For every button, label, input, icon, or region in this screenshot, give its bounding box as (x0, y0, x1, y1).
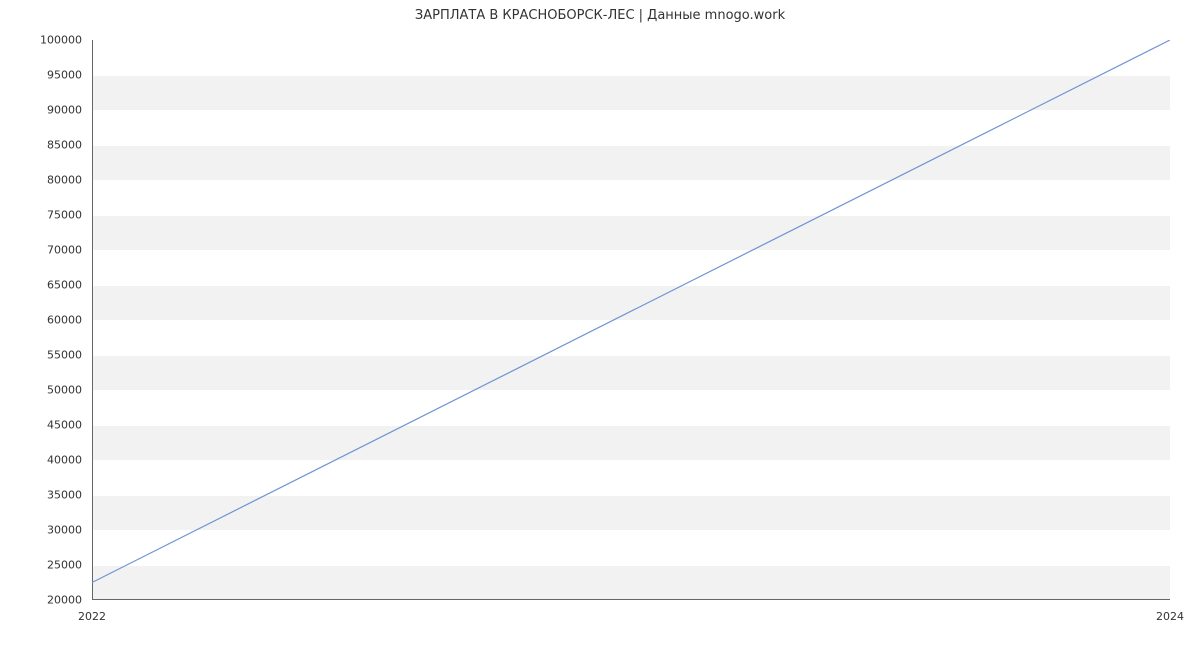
y-tick-label: 30000 (0, 524, 82, 537)
plot-area (92, 40, 1170, 600)
data-line (92, 40, 1170, 583)
y-tick-label: 55000 (0, 349, 82, 362)
y-tick-label: 100000 (0, 34, 82, 47)
y-tick-label: 50000 (0, 384, 82, 397)
y-tick-label: 80000 (0, 174, 82, 187)
x-tick-label: 2024 (1156, 610, 1184, 623)
gridline (92, 600, 1170, 601)
y-tick-label: 40000 (0, 454, 82, 467)
y-tick-label: 75000 (0, 209, 82, 222)
y-tick-label: 25000 (0, 559, 82, 572)
y-tick-label: 60000 (0, 314, 82, 327)
y-tick-label: 85000 (0, 139, 82, 152)
y-tick-label: 45000 (0, 419, 82, 432)
line-layer (92, 40, 1170, 600)
y-tick-label: 90000 (0, 104, 82, 117)
chart-container: ЗАРПЛАТА В КРАСНОБОРСК-ЛЕС | Данные mnog… (0, 0, 1200, 650)
y-tick-label: 95000 (0, 69, 82, 82)
y-tick-label: 70000 (0, 244, 82, 257)
chart-title: ЗАРПЛАТА В КРАСНОБОРСК-ЛЕС | Данные mnog… (0, 8, 1200, 23)
x-tick-label: 2022 (78, 610, 106, 623)
y-tick-label: 65000 (0, 279, 82, 292)
y-tick-label: 20000 (0, 594, 82, 607)
y-tick-label: 35000 (0, 489, 82, 502)
